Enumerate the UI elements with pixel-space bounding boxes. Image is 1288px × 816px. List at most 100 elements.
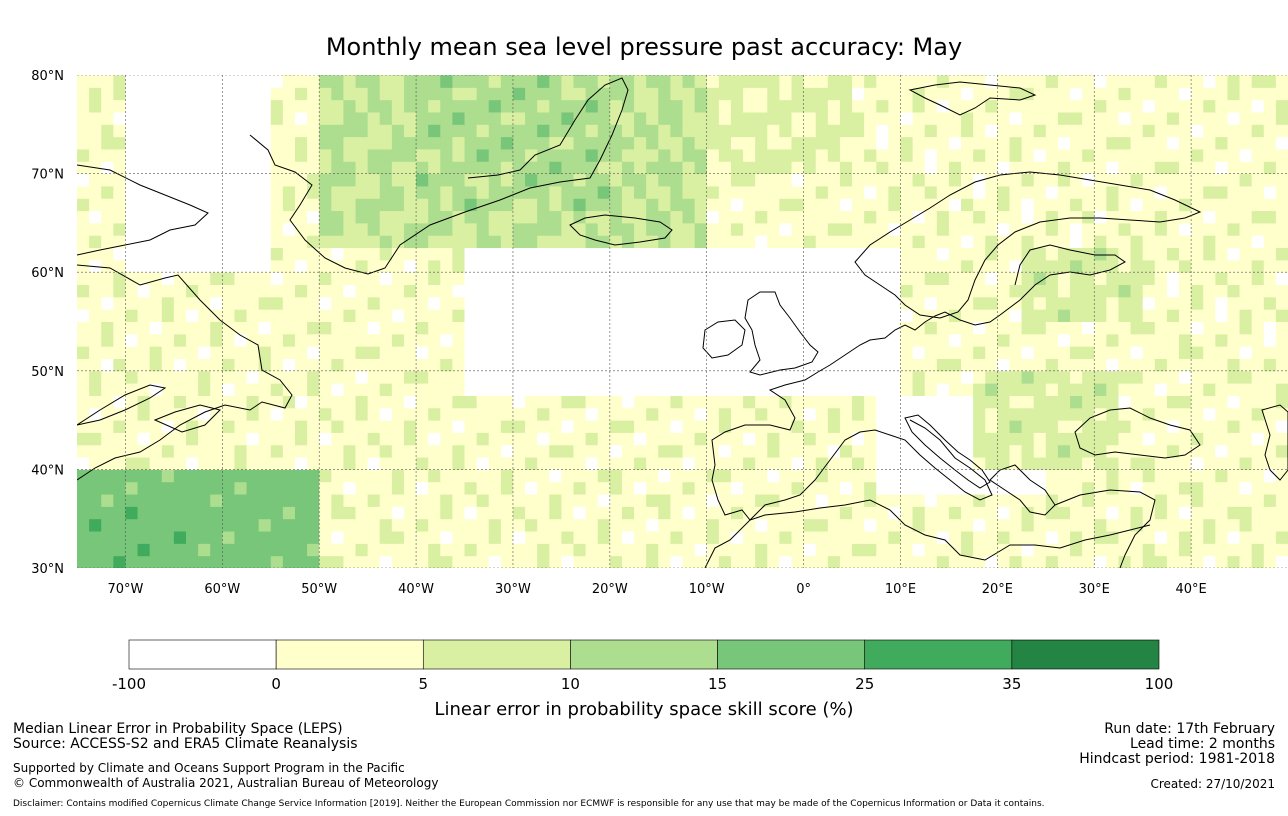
skill-cell: [755, 506, 768, 520]
skill-cell: [682, 494, 696, 507]
skill-cell: [573, 531, 587, 544]
skill-cell: [791, 457, 805, 470]
skill-cell: [1070, 555, 1083, 568]
skill-cell: [343, 457, 357, 470]
skill-cell: [428, 481, 441, 495]
skill-cell: [89, 432, 102, 446]
skill-cell: [161, 494, 175, 507]
skill-cell: [270, 444, 284, 458]
skill-cell: [198, 420, 211, 433]
skill-cell: [743, 457, 756, 470]
skill-cell: [391, 494, 405, 507]
skill-cell: [331, 457, 344, 470]
skill-cell: [343, 543, 357, 557]
skill-cell: [1275, 506, 1288, 520]
skill-cell: [488, 543, 502, 557]
skill-cell: [1166, 531, 1180, 544]
skill-cell: [367, 444, 381, 458]
skill-cell: [185, 506, 199, 520]
skill-cell: [997, 531, 1010, 544]
skill-cell: [936, 457, 950, 470]
skill-cell: [258, 457, 272, 470]
skill-cell: [258, 543, 272, 557]
skill-cell: [343, 420, 357, 433]
skill-cell: [1263, 555, 1277, 568]
skill-map: 30°N40°N50°N60°N70°N80°N 70°W 60°W 50°W 40°…: [31, 69, 1288, 597]
skill-cell: [185, 543, 199, 557]
skill-cell: [561, 518, 575, 532]
skill-cell: [125, 506, 139, 520]
skill-cell: [367, 481, 381, 495]
skill-cell: [101, 444, 114, 458]
skill-cell: [222, 494, 235, 507]
skill-cell: [1033, 555, 1047, 568]
skill-cell: [852, 444, 865, 458]
skill-cell: [367, 494, 381, 507]
skill-cell: [379, 555, 393, 568]
skill-cell: [488, 469, 502, 483]
skill-cell: [113, 506, 126, 520]
skill-cell: [888, 457, 901, 470]
skill-cell: [682, 469, 696, 483]
skill-cell: [682, 506, 696, 520]
skill-cell: [1179, 457, 1192, 470]
skill-cell: [440, 555, 453, 568]
skill-cell: [1142, 444, 1156, 458]
skill-cell: [391, 481, 405, 495]
skill-cell: [416, 518, 429, 532]
skill-cell: [1021, 518, 1035, 532]
skill-cell: [1275, 555, 1288, 568]
skill-cell: [912, 481, 926, 495]
skill-cell: [646, 494, 659, 507]
skill-cell: [1239, 457, 1253, 470]
skill-cell: [670, 481, 683, 495]
skill-cell: [355, 555, 369, 568]
skill-cell: [1275, 494, 1288, 507]
skill-cell: [1045, 506, 1059, 520]
skill-cell: [307, 531, 320, 544]
skill-cell: [1179, 543, 1192, 557]
skill-cell: [1130, 555, 1144, 568]
skill-cell: [876, 506, 889, 520]
skill-cell: [185, 444, 199, 458]
skill-cell: [1263, 543, 1277, 557]
skill-cell: [476, 506, 490, 520]
skill-cell: [173, 518, 187, 532]
skill-cell: [137, 543, 151, 557]
skill-cell: [331, 481, 344, 495]
skill-cell: [961, 555, 974, 568]
skill-cell: [646, 420, 659, 433]
colorbar-tick-label: 5: [419, 675, 429, 693]
skill-cell: [428, 543, 441, 557]
skill-cell: [101, 432, 114, 446]
skill-cell: [1118, 494, 1132, 507]
skill-cell: [246, 469, 260, 483]
skill-cell: [755, 543, 768, 557]
skill-cell: [355, 531, 369, 544]
skill-cell: [367, 420, 381, 433]
skill-cell: [791, 432, 805, 446]
skill-cell: [767, 481, 780, 495]
skill-cell: [173, 494, 187, 507]
skill-cell: [1251, 531, 1265, 544]
skill-cell: [706, 420, 720, 433]
skill-cell: [670, 444, 683, 458]
skill-cell: [1094, 506, 1107, 520]
skill-cell: [149, 420, 163, 433]
skill-cell: [525, 494, 538, 507]
skill-cell: [597, 506, 611, 520]
skill-cell: [864, 506, 877, 520]
skill-cell: [113, 444, 126, 458]
skill-cell: [294, 481, 308, 495]
skill-cell: [234, 469, 248, 483]
skill-cell: [512, 432, 526, 446]
skill-cell: [985, 543, 998, 557]
skill-cell: [1154, 457, 1168, 470]
skill-cell: [1215, 555, 1228, 568]
skill-cell: [379, 420, 393, 433]
skill-cell: [258, 444, 272, 458]
skill-cell: [1082, 469, 1095, 483]
skill-cell: [852, 469, 865, 483]
skill-cell: [924, 531, 938, 544]
skill-cell: [403, 506, 417, 520]
